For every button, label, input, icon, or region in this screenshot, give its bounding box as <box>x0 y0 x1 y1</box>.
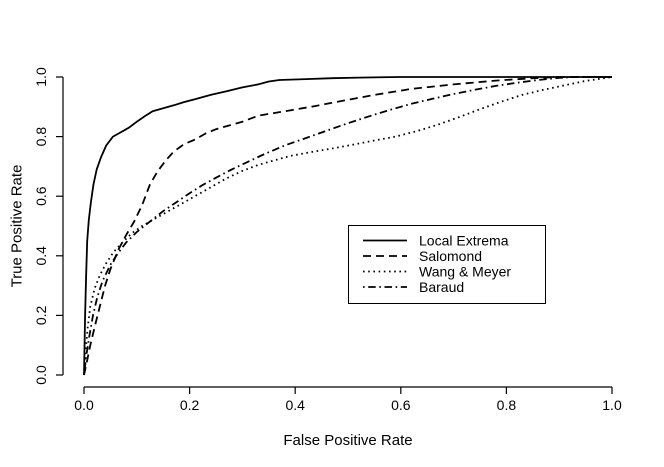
x-axis-title: False Positive Rate <box>283 432 413 449</box>
x-tick-label-0.2: 0.2 <box>180 397 200 413</box>
x-tick-label-0.0: 0.0 <box>74 397 94 413</box>
legend-box <box>348 225 546 304</box>
curve-local-extrema <box>83 76 612 376</box>
curve-wang-meyer <box>83 76 613 376</box>
y-tick-label-0.2: 0.2 <box>33 305 49 325</box>
y-tick-label-1.0: 1.0 <box>33 67 49 87</box>
curve-baraud <box>83 76 612 376</box>
x-tick-label-0.8: 0.8 <box>497 397 517 413</box>
x-tick-label-0.6: 0.6 <box>391 397 411 413</box>
legend-label-baraud: Baraud <box>419 279 464 295</box>
y-tick-label-0.4: 0.4 <box>33 246 49 266</box>
legend-label-salomond: Salomond <box>419 248 482 264</box>
x-tick-label-1.0: 1.0 <box>602 397 622 413</box>
curve-salomond <box>83 76 612 376</box>
x-tick-label-0.4: 0.4 <box>285 397 305 413</box>
y-tick-label-0.0: 0.0 <box>33 365 49 385</box>
y-axis-title: True Positive Rate <box>8 164 26 288</box>
y-tick-label-0.6: 0.6 <box>33 186 49 206</box>
legend-label-local-extrema: Local Extrema <box>419 233 509 249</box>
legend-label-wang-meyer: Wang & Meyer <box>419 264 511 280</box>
y-tick-label-0.8: 0.8 <box>33 127 49 147</box>
